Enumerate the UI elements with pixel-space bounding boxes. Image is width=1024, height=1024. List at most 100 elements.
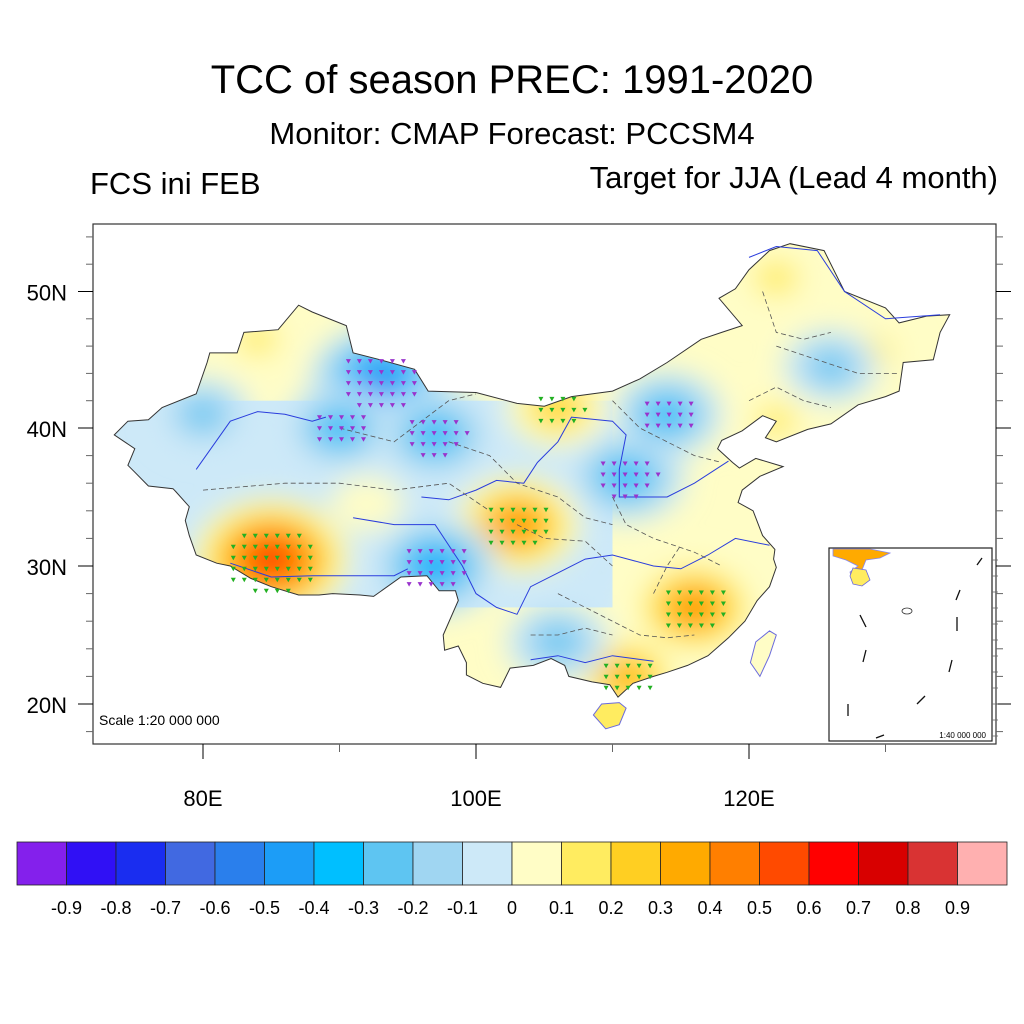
significance-marker (655, 423, 661, 429)
south-china-sea-inset: 1:40 000 000 (828, 547, 998, 742)
chart-subtitle: Monitor: CMAP Forecast: PCCSM4 (269, 116, 755, 151)
anomaly-contour-beijing-north (653, 403, 682, 426)
x-tick-label: 120E (723, 786, 774, 811)
taiwan-island (749, 630, 777, 678)
significance-marker (230, 544, 236, 550)
colorbar-label: 0 (507, 898, 517, 918)
significance-marker (263, 588, 269, 594)
significance-marker (241, 555, 247, 561)
colorbar-swatch (363, 841, 414, 886)
significance-marker (677, 401, 683, 407)
significance-marker (274, 566, 280, 572)
colorbar-swatch (511, 841, 562, 886)
colorbar-label: 0.1 (549, 898, 574, 918)
significance-marker (356, 359, 362, 364)
colorbar-label: -0.8 (100, 898, 131, 918)
significance-marker (532, 518, 538, 524)
significance-marker (538, 418, 544, 424)
significance-marker (339, 437, 344, 442)
significance-marker (417, 549, 423, 554)
significance-marker (600, 472, 606, 477)
significance-marker (644, 472, 650, 477)
colorbar-label: 0.6 (796, 898, 821, 918)
significance-marker (296, 555, 302, 561)
significance-marker (720, 601, 726, 606)
colorbar-swatch (165, 841, 216, 886)
significance-marker (378, 403, 384, 408)
colorbar-label: 0.4 (697, 898, 722, 918)
significance-marker (367, 381, 373, 386)
significance-marker (252, 555, 258, 561)
significance-marker (655, 401, 661, 407)
colorbar-label: -0.2 (397, 898, 428, 918)
colorbar-label: 0.3 (648, 898, 673, 918)
province-boundary-11 (653, 545, 682, 594)
significance-marker (307, 577, 313, 583)
init-month-label: FCS ini FEB (90, 166, 261, 201)
y-tick-label: 30N (27, 555, 67, 580)
inset-scale-label: 1:40 000 000 (939, 731, 986, 740)
colorbar-label: 0.7 (846, 898, 871, 918)
chart-title: TCC of season PREC: 1991-2020 (210, 58, 814, 102)
significance-marker (698, 590, 704, 595)
significance-marker (461, 560, 467, 565)
significance-marker (636, 685, 642, 691)
significance-marker (328, 437, 333, 442)
colorbar-swatch (313, 841, 364, 886)
inset-hainan (849, 567, 871, 587)
colorbar-swatch (858, 841, 909, 886)
significance-marker (328, 415, 333, 420)
colorbar-swatch (709, 841, 760, 886)
significance-marker (307, 555, 313, 561)
significance-marker (296, 544, 302, 550)
significance-marker (720, 590, 726, 595)
significance-marker (428, 571, 434, 576)
significance-marker (499, 507, 505, 513)
anomaly-contour-shanxi (611, 464, 642, 488)
significance-marker (644, 412, 650, 418)
significance-marker (241, 577, 247, 583)
significance-marker (296, 533, 302, 539)
scale-label: Scale 1:20 000 000 (99, 712, 220, 728)
significance-marker (263, 577, 269, 583)
significance-marker (345, 370, 351, 375)
significance-marker (263, 555, 269, 561)
anomaly-contour-southeast-china (681, 597, 708, 618)
significance-marker (453, 442, 459, 447)
significance-marker (345, 381, 351, 386)
significance-markers (230, 359, 726, 691)
significance-marker (230, 566, 236, 572)
significance-marker (230, 555, 236, 561)
colorbar-label: -0.5 (249, 898, 280, 918)
anomaly-contour-northeast-north (754, 260, 799, 295)
colorbar-label: -0.3 (348, 898, 379, 918)
significance-marker (317, 426, 322, 431)
province-boundary-3 (516, 524, 613, 567)
significance-marker (688, 423, 694, 429)
colorbar-label: -0.4 (298, 898, 329, 918)
significance-marker (450, 582, 456, 587)
significance-marker (687, 612, 693, 617)
significance-marker (560, 418, 566, 424)
significance-marker (709, 601, 715, 606)
significance-marker (442, 453, 448, 458)
significance-marker (665, 612, 671, 617)
significance-marker (450, 571, 456, 576)
significance-marker (665, 623, 671, 628)
significance-marker (464, 431, 470, 436)
significance-marker (488, 540, 494, 546)
significance-marker (666, 401, 672, 407)
significance-marker (644, 483, 650, 488)
significance-marker (420, 442, 426, 447)
significance-marker (431, 453, 437, 458)
significance-marker (521, 529, 527, 535)
colorbar-swatch (808, 841, 859, 886)
significance-marker (417, 560, 423, 565)
significance-marker (677, 423, 683, 429)
significance-marker (622, 472, 628, 477)
significance-marker (499, 540, 505, 546)
significance-marker (285, 533, 291, 539)
target-season-label: Target for JJA (Lead 4 month) (589, 160, 998, 195)
significance-marker (406, 560, 412, 565)
significance-marker (252, 588, 258, 594)
